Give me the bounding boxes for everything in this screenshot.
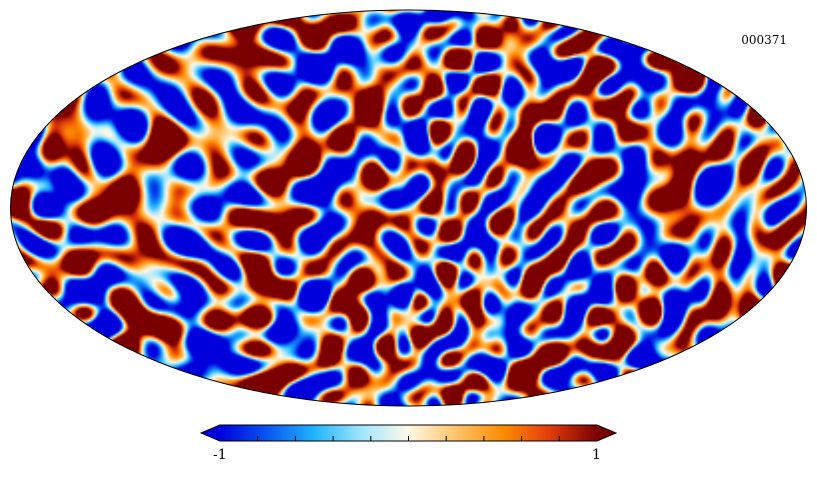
colorbar-min-label: -1	[213, 447, 227, 463]
map-field-layer	[10, 10, 807, 406]
colorbar-max-extension	[597, 425, 616, 441]
colorbar-outline	[199, 424, 618, 442]
colorbar	[199, 424, 618, 442]
colorbar-min-extension	[201, 425, 220, 441]
temperature-field-image	[10, 10, 807, 406]
colorbar-gradient	[220, 425, 597, 441]
map-outline	[10, 9, 807, 407]
colorbar-max-label: 1	[592, 447, 601, 463]
map-id-label: 000371	[741, 33, 787, 47]
colorbar-ticks	[257, 436, 560, 441]
